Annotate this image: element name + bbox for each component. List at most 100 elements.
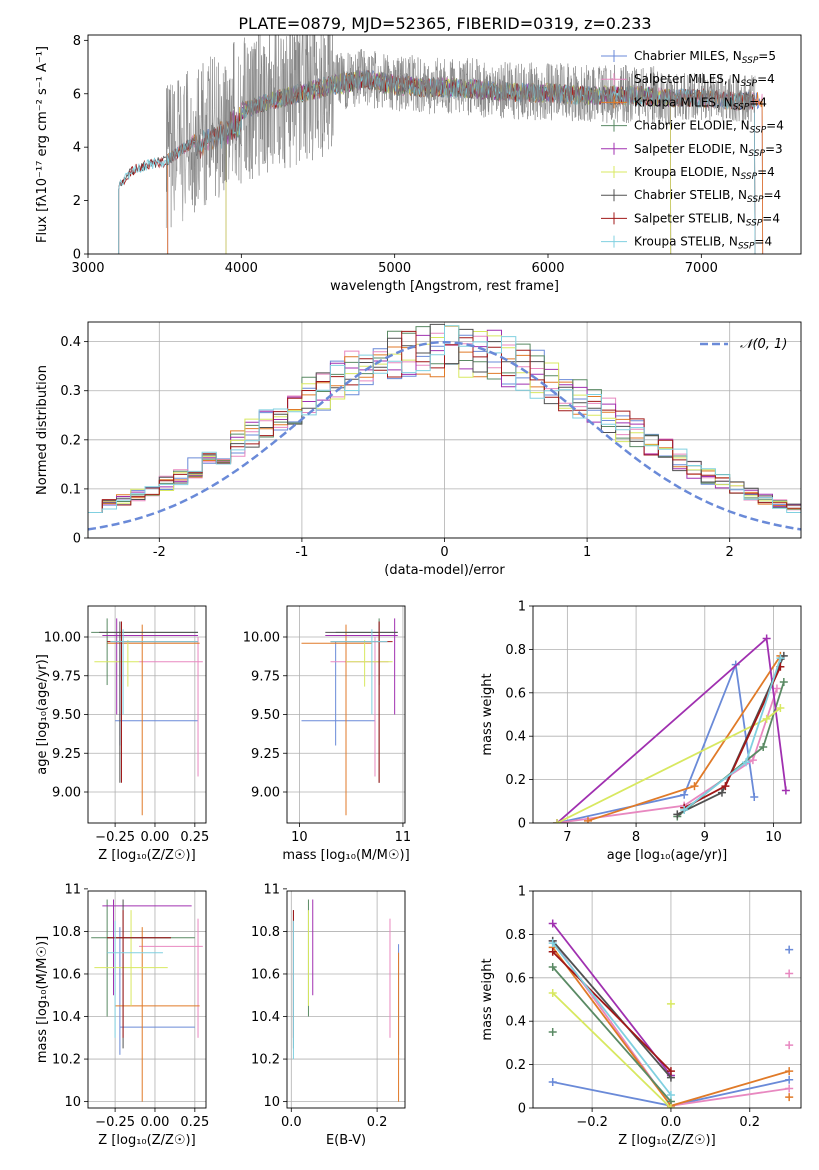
legend-gauss-label: 𝒩(0, 1) bbox=[740, 337, 787, 352]
weight_vs_Z-plot-area bbox=[533, 891, 801, 1108]
figure-title: PLATE=0879, MJD=52365, FIBERID=0319, z=0… bbox=[238, 14, 651, 33]
residuals-axes: -2 -1 0 1 2 0 0.1 0.2 0.3 0.4 (data-model)/error No… bbox=[35, 321, 802, 578]
weight_vs_Z-axes: −0.2 0.0 0.2 0 0.2 0.4 0.6 0.8 1 Z [log₁₀(Z/Z☉)] m… bbox=[480, 885, 802, 1148]
weight-line-chabrier-elodie bbox=[552, 966, 672, 1103]
y-tick-label: 0.1 bbox=[60, 482, 81, 497]
y-tick-label: 9.25 bbox=[52, 747, 81, 762]
legend-label: Salpeter ELODIE, NSSP=3 bbox=[634, 142, 783, 159]
x-tick-label: −0.2 bbox=[576, 1115, 608, 1130]
legend-label: Salpeter MILES, NSSP=4 bbox=[634, 72, 775, 89]
weight-point bbox=[666, 1067, 675, 1076]
weight-point bbox=[666, 1090, 675, 1099]
y-tick-label: 10.2 bbox=[251, 1053, 280, 1068]
x-tick-label: 0.00 bbox=[140, 830, 169, 845]
weight-point bbox=[666, 999, 675, 1008]
residuals-plot-area bbox=[88, 322, 801, 538]
weight-point bbox=[690, 782, 699, 791]
y-tick-label: 9.50 bbox=[52, 708, 81, 723]
y-tick-label: 10.2 bbox=[52, 1053, 81, 1068]
y-tick-label: 8 bbox=[73, 34, 81, 49]
y-tick-label: 9.75 bbox=[52, 669, 81, 684]
weight-point bbox=[742, 758, 751, 767]
weight-point bbox=[762, 634, 771, 643]
weight-point bbox=[748, 756, 757, 765]
weight-point bbox=[548, 939, 557, 948]
y-tick-label: 0 bbox=[73, 248, 81, 263]
legend-label: Kroupa ELODIE, NSSP=4 bbox=[634, 165, 775, 182]
spectrum-axes: 3000 4000 5000 6000 7000 0 2 4 6 8 wavelength [Ang… bbox=[35, 34, 802, 294]
y-tick-label: 0.4 bbox=[505, 730, 526, 745]
x-tick-label: 0.0 bbox=[281, 1115, 302, 1130]
y-tick-label: 9.25 bbox=[251, 747, 280, 762]
legend-label: Chabrier MILES, NSSP=5 bbox=[634, 49, 776, 66]
y-tick-label: 10.4 bbox=[251, 1010, 280, 1025]
weight-point bbox=[583, 816, 592, 823]
weight-point bbox=[680, 805, 689, 814]
y-tick-label: 0.2 bbox=[505, 773, 526, 788]
weight-point bbox=[548, 962, 557, 971]
x-tick-label: 10 bbox=[765, 830, 782, 845]
y-tick-label: 10.00 bbox=[44, 631, 81, 646]
y-tick-label: 0.4 bbox=[60, 335, 81, 350]
x-axis-label: Z [log₁₀(Z/Z☉)] bbox=[98, 1133, 195, 1148]
y-tick-label: 0.6 bbox=[505, 686, 526, 701]
weight-point bbox=[548, 947, 557, 956]
weight-point bbox=[548, 988, 557, 997]
weight-point bbox=[781, 786, 790, 795]
y-tick-label: 6 bbox=[73, 87, 81, 102]
x-tick-label: 0.25 bbox=[180, 830, 209, 845]
x-tick-label: −0.25 bbox=[95, 830, 135, 845]
weight_vs_age-plot-area bbox=[533, 606, 801, 823]
axes-frame bbox=[87, 605, 207, 824]
x-tick-label: 0.25 bbox=[180, 1115, 209, 1130]
spectrum-plot-area bbox=[118, 35, 764, 254]
weight-line-chabrier-stelib bbox=[552, 940, 672, 1079]
y-tick-label: 0.4 bbox=[505, 1015, 526, 1030]
age_vs_mass-plot-area bbox=[287, 606, 405, 823]
x-tick-label: 6000 bbox=[531, 261, 564, 276]
weight-line-kroupa-elodie bbox=[552, 992, 672, 1108]
spectrum-legend: Chabrier MILES, NSSP=5 Salpeter MILES, NS… bbox=[601, 49, 784, 252]
residual-hist-salpeter-stelib bbox=[88, 330, 801, 513]
weight_vs_age-axes: 7 8 9 10 0 0.2 0.4 0.6 0.8 1 age [log₁₀(age/yr)] ma… bbox=[480, 600, 802, 863]
axes-frame bbox=[532, 605, 802, 824]
legend-label: Kroupa STELIB, NSSP=4 bbox=[634, 235, 772, 252]
y-tick-label: 10.6 bbox=[52, 967, 81, 982]
weight-point bbox=[785, 969, 794, 978]
mass_vs_ebv-axes: 0.0 0.2 10 10.2 10.4 10.6 10.8 11 E(B-V) bbox=[251, 882, 406, 1148]
y-tick-label: 1 bbox=[518, 885, 526, 900]
weight-point bbox=[779, 677, 788, 686]
x-tick-label: -1 bbox=[295, 545, 308, 560]
axes-frame bbox=[532, 890, 802, 1109]
residual-hist-kroupa-stelib bbox=[88, 325, 801, 513]
y-axis-label: mass [log₁₀(M/M☉)] bbox=[35, 936, 50, 1063]
x-tick-label: 11 bbox=[395, 830, 412, 845]
weight-point bbox=[785, 1084, 794, 1093]
x-tick-label: 9 bbox=[701, 830, 709, 845]
weight-point bbox=[680, 790, 689, 799]
x-tick-label: 4000 bbox=[225, 261, 258, 276]
y-tick-label: 2 bbox=[73, 194, 81, 209]
age_vs_Z-axes: −0.25 0.00 0.25 9.00 9.25 9.50 9.75 10.00 Z [log… bbox=[35, 605, 209, 863]
weight-point bbox=[759, 743, 768, 752]
weight-point bbox=[750, 792, 759, 801]
x-tick-label: 0.2 bbox=[739, 1115, 760, 1130]
x-tick-label: 3000 bbox=[71, 261, 104, 276]
y-axis-label: age [log₁₀(age/yr)] bbox=[35, 654, 50, 775]
x-tick-label: 0.2 bbox=[367, 1115, 388, 1130]
weight-line-kroupa-stelib bbox=[683, 657, 782, 811]
x-tick-label: 1 bbox=[583, 545, 591, 560]
mass_vs_ebv-plot-area bbox=[287, 891, 405, 1108]
y-tick-label: 11 bbox=[64, 882, 81, 897]
weight-point bbox=[772, 684, 781, 693]
y-tick-label: 0 bbox=[518, 1102, 526, 1117]
weight-line-salpeter-miles bbox=[556, 688, 778, 823]
age_vs_mass-axes: 10 11 9.00 9.25 9.50 9.75 10.00 mass [log₁₀(M/M… bbox=[243, 605, 412, 863]
x-tick-label: 2 bbox=[726, 545, 734, 560]
y-tick-label: 0.3 bbox=[60, 384, 81, 399]
x-axis-label: mass [log₁₀(M/M☉)] bbox=[282, 848, 409, 863]
weight-point bbox=[553, 819, 562, 823]
y-tick-label: 0.8 bbox=[505, 928, 526, 943]
x-tick-label: 10 bbox=[291, 830, 308, 845]
